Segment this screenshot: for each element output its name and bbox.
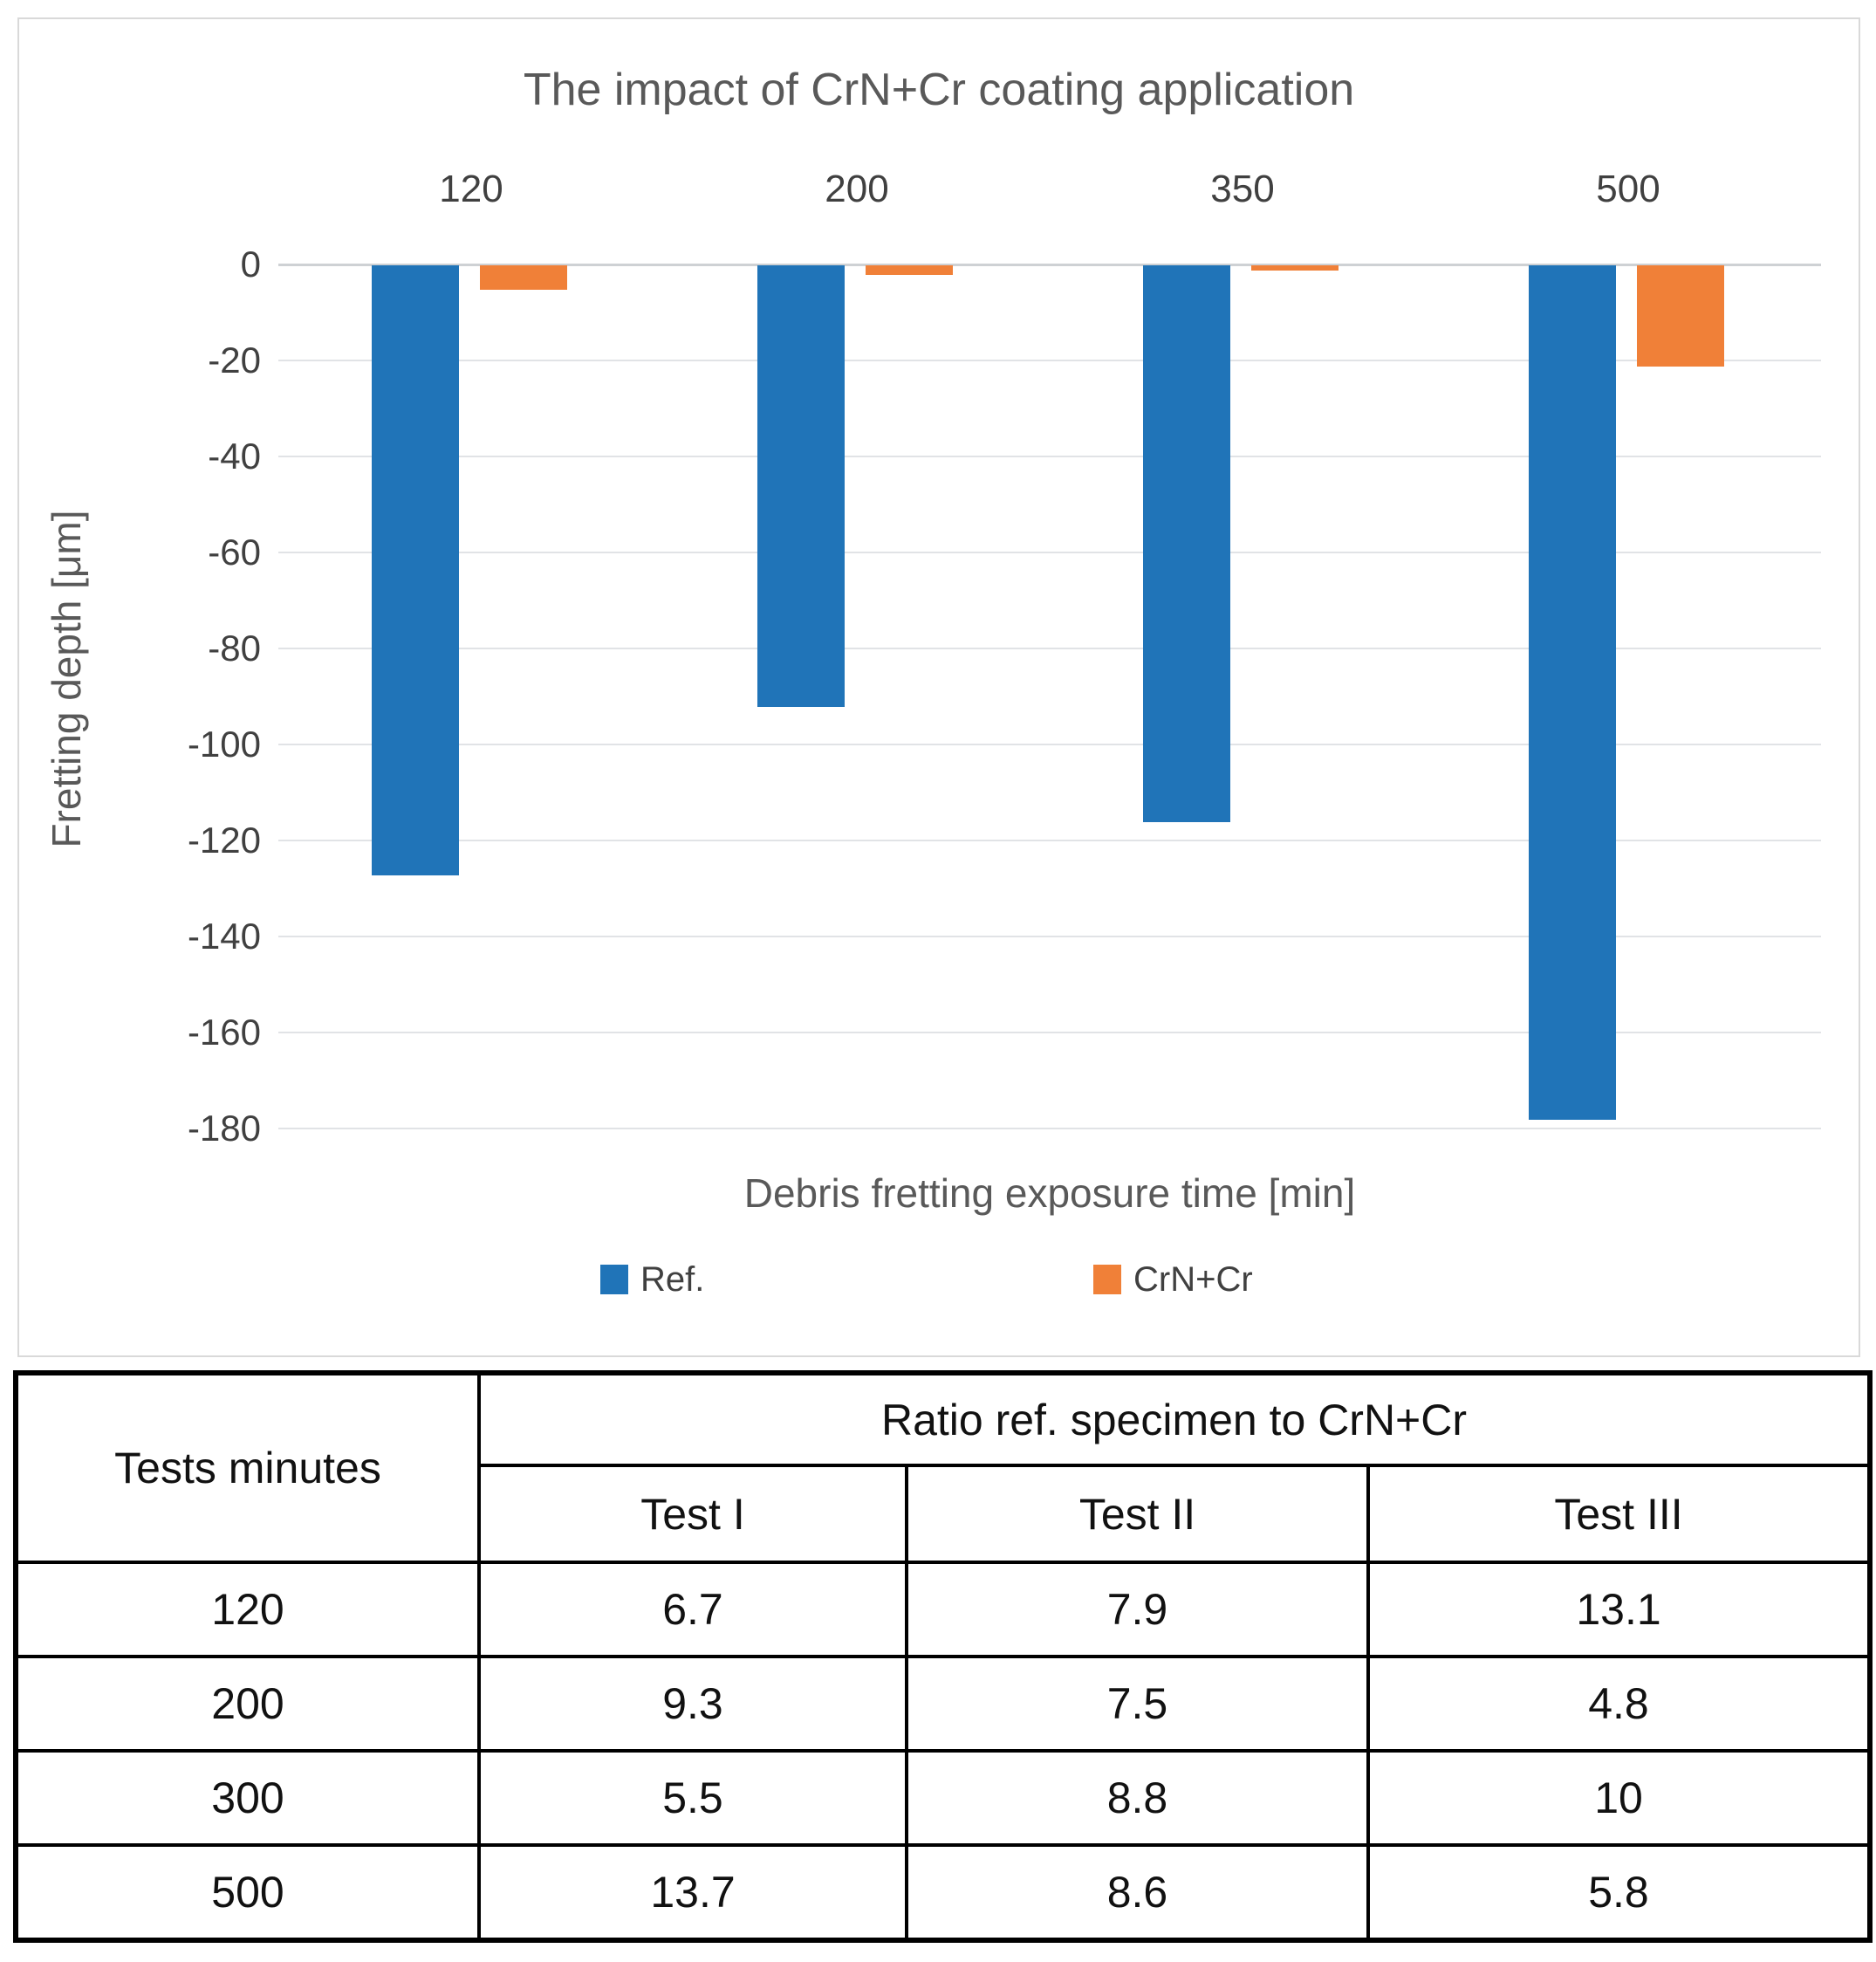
ratio-table: Tests minutes Ratio ref. specimen to CrN… (13, 1370, 1873, 1943)
ratio-cell: 13.7 (477, 1843, 908, 1942)
x-category-label: 120 (439, 168, 503, 210)
zero-axis-line (278, 264, 1821, 266)
y-gridline (278, 648, 1821, 649)
table-subheader-row: Test I Test II Test III (16, 1464, 1872, 1564)
chart-title: The impact of CrN+Cr coating application (523, 65, 1355, 115)
y-tick-label: -160 (187, 1012, 261, 1053)
y-tick-label: -20 (208, 340, 261, 381)
ratio-cell: 8.6 (905, 1843, 1370, 1942)
y-tick-label: -100 (187, 724, 261, 765)
row-header-minutes: 200 (14, 1655, 481, 1753)
ratio-cell: 10 (1366, 1749, 1872, 1847)
bar-ref-200 (757, 265, 845, 707)
ratio-cell: 7.5 (905, 1655, 1370, 1753)
x-category-label: 200 (825, 168, 889, 210)
table-corner-header: Tests minutes (14, 1371, 481, 1564)
legend-swatch-icon (1093, 1265, 1121, 1294)
bar-ref-500 (1529, 265, 1616, 1120)
table-row: 300 5.5 8.8 10 (14, 1749, 1872, 1847)
table-row: 120 6.7 7.9 13.1 (14, 1561, 1872, 1658)
y-gridline (278, 936, 1821, 937)
y-gridline (278, 744, 1821, 745)
row-header-minutes: 300 (14, 1749, 481, 1847)
table-header-row: Tests minutes Ratio ref. specimen to CrN… (14, 1371, 1872, 1564)
y-tick-label: -120 (187, 820, 261, 861)
legend-item-crncr: CrN+Cr (1093, 1260, 1253, 1299)
y-tick-label: -80 (208, 628, 261, 669)
column-header-test-2: Test II (905, 1464, 1370, 1564)
bar-ref-120 (372, 265, 459, 875)
table-group-header: Ratio ref. specimen to CrN+Cr (477, 1371, 1872, 1467)
row-header-minutes: 500 (14, 1843, 481, 1942)
ratio-cell: 13.1 (1366, 1561, 1872, 1658)
y-gridline (278, 1128, 1821, 1129)
bar-crncr-350 (1251, 265, 1339, 271)
ratio-cell: 9.3 (477, 1655, 908, 1753)
x-category-label: 500 (1596, 168, 1660, 210)
y-tick-label: -60 (208, 532, 261, 573)
y-tick-label: -180 (187, 1108, 261, 1149)
legend-label: Ref. (640, 1260, 705, 1299)
ratio-cell: 5.8 (1366, 1843, 1872, 1942)
bar-chart: The impact of CrN+Cr coating application… (17, 17, 1860, 1357)
bar-crncr-120 (480, 265, 567, 290)
legend-swatch-icon (600, 1265, 628, 1294)
y-axis-title: Fretting depth [μm] (44, 510, 89, 848)
ratio-cell: 8.8 (905, 1749, 1370, 1847)
table-row: 200 9.3 7.5 4.8 (14, 1655, 1872, 1753)
ratio-cell: 7.9 (905, 1561, 1370, 1658)
legend-label: CrN+Cr (1133, 1260, 1253, 1299)
y-gridline (278, 456, 1821, 457)
column-header-test-1: Test I (477, 1464, 908, 1564)
y-tick-label: -40 (208, 436, 261, 477)
column-header-test-3: Test III (1366, 1464, 1872, 1564)
y-tick-label: 0 (240, 244, 261, 285)
row-header-minutes: 120 (14, 1561, 481, 1658)
bar-ref-350 (1143, 265, 1230, 822)
ratio-cell: 6.7 (477, 1561, 908, 1658)
y-gridline (278, 1032, 1821, 1033)
y-gridline (278, 360, 1821, 361)
ratio-cell: 5.5 (477, 1749, 908, 1847)
legend-item-ref: Ref. (600, 1260, 704, 1299)
ratio-cell: 4.8 (1366, 1655, 1872, 1753)
x-axis-title: Debris fretting exposure time [min] (743, 1170, 1356, 1216)
bar-crncr-500 (1637, 265, 1724, 367)
y-gridline (278, 552, 1821, 553)
x-category-label: 350 (1210, 168, 1275, 210)
y-gridline (278, 840, 1821, 841)
bar-crncr-200 (866, 265, 953, 275)
y-tick-label: -140 (187, 916, 261, 957)
table-row: 500 13.7 8.6 5.8 (14, 1843, 1872, 1942)
